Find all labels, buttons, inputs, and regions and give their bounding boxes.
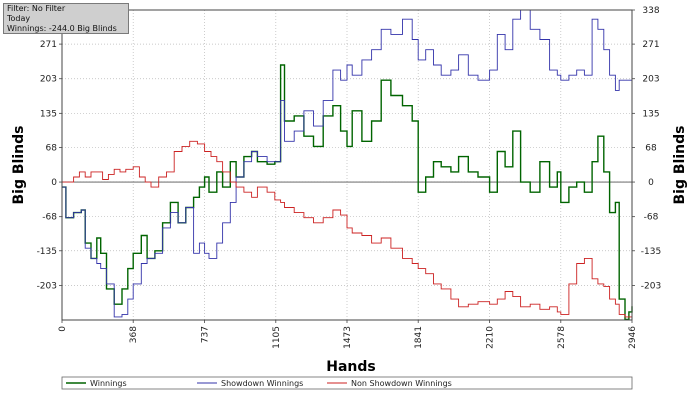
legend-label-showdown: Showdown Winnings: [221, 379, 303, 388]
legend-label-winnings: Winnings: [90, 379, 127, 388]
y-axis-title-right: Big Blinds: [672, 126, 688, 205]
y-tick-label-left: 203: [40, 75, 57, 85]
y-tick-label-right: -68: [644, 213, 659, 223]
x-tick-label: 2946: [628, 326, 638, 349]
series-line-non-showdown-winnings: [62, 140, 633, 318]
x-axis-title: Hands: [326, 359, 376, 375]
y-tick-label-left: -135: [37, 247, 57, 257]
series-lines: [62, 9, 633, 321]
period-label: Today: [7, 14, 31, 23]
legend: Winnings Showdown Winnings Non Showdown …: [61, 376, 633, 390]
y-tick-label-left: 0: [51, 178, 57, 188]
x-tick-label: 737: [201, 326, 211, 343]
y-tick-label-right: 203: [642, 75, 659, 85]
y-tick-label-right: 135: [642, 109, 659, 119]
series-line-showdown-winnings: [62, 9, 632, 318]
filter-info-box: Filter: No Filter Today Winnings: -244.0…: [3, 3, 129, 34]
x-tick-label: 1105: [272, 326, 282, 349]
series-line-winnings: [62, 64, 633, 321]
winnings-label: Winnings: -244.0 Big Blinds: [7, 24, 117, 33]
y-axis-title-left: Big Blinds: [11, 126, 27, 205]
y-tick-label-right: 68: [645, 143, 657, 153]
x-tick-label: 0: [58, 326, 68, 332]
y-tick-label-right: -203: [641, 281, 661, 291]
x-tick-label: 1473: [343, 326, 353, 349]
y-tick-label-left: -68: [42, 213, 57, 223]
y-axis-left-ticks: -203 -135 -68 0 68 135 203 271: [37, 40, 62, 291]
y-tick-label-left: 68: [46, 143, 58, 153]
x-axis-ticks: 0 368 737 1105 1473 1841 2210 2578 2946: [58, 320, 638, 349]
filter-label: Filter: No Filter: [7, 4, 66, 13]
y-tick-label-left: 135: [40, 109, 57, 119]
x-tick-label: 1841: [414, 326, 424, 349]
y-tick-label-left: 271: [40, 40, 57, 50]
x-tick-label: 2210: [486, 326, 496, 349]
y-tick-label-left: -203: [37, 281, 57, 291]
y-tick-label-right: -135: [641, 247, 661, 257]
y-tick-label-right: 338: [642, 6, 659, 16]
x-tick-label: 2578: [557, 326, 567, 349]
legend-label-non-showdown: Non Showdown Winnings: [351, 379, 452, 388]
y-tick-label-right: 0: [648, 178, 654, 188]
x-tick-label: 368: [129, 326, 139, 343]
y-tick-label-right: 271: [642, 40, 659, 50]
y-axis-right-ticks: -203 -135 -68 0 68 135 203 271 338: [632, 6, 661, 291]
